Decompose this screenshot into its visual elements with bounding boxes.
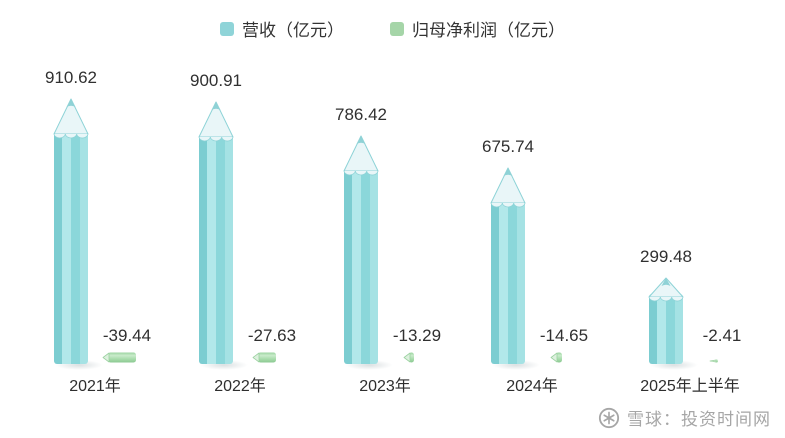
profit-bar	[403, 352, 415, 363]
profit-value-label: -13.29	[392, 326, 442, 345]
watermark-text: 雪球：投资时间网	[627, 410, 771, 429]
watermark: 雪球：投资时间网	[598, 405, 771, 430]
profit-bar	[550, 352, 563, 363]
profit-value-label: -39.44	[102, 326, 152, 345]
legend-label-profit: 归母净利润（亿元）	[412, 21, 565, 40]
bar-shadow	[55, 360, 103, 370]
x-axis-label: 2021年	[69, 378, 121, 395]
revenue-bar	[647, 277, 685, 365]
revenue-value-label: 299.48	[640, 247, 692, 266]
revenue-value-label: 675.74	[482, 137, 534, 156]
legend-marker-profit	[390, 21, 404, 36]
legend-marker-revenue	[220, 21, 234, 36]
legend: 营收（亿元） 归母净利润（亿元）	[0, 16, 785, 41]
revenue-bar	[197, 101, 235, 365]
x-axis-label: 2023年	[359, 378, 411, 395]
profit-value-label: -14.65	[539, 326, 589, 345]
revenue-value-label: 900.91	[190, 71, 242, 90]
bar-shadow	[492, 360, 540, 370]
xueqiu-logo-icon	[598, 407, 620, 428]
x-axis-label: 2024年	[506, 378, 558, 395]
profit-bar	[709, 359, 719, 363]
revenue-value-label: 786.42	[335, 105, 387, 124]
profit-bar	[102, 352, 137, 363]
legend-label-revenue: 营收（亿元）	[242, 21, 344, 40]
bar-shadow	[650, 360, 698, 370]
x-axis-label: 2022年	[214, 378, 266, 395]
profit-bar	[252, 352, 277, 363]
bar-shadow	[200, 360, 248, 370]
x-axis-label: 2025年上半年	[640, 378, 740, 395]
profit-value-label: -2.41	[702, 326, 742, 345]
revenue-bar	[52, 98, 90, 365]
revenue-bar	[342, 135, 380, 365]
bar-shadow	[345, 360, 393, 370]
profit-value-label: -27.63	[247, 326, 297, 345]
revenue-bar	[489, 167, 527, 365]
legend-item-revenue[interactable]: 营收（亿元）	[220, 16, 344, 41]
legend-item-profit[interactable]: 归母净利润（亿元）	[390, 16, 565, 41]
revenue-value-label: 910.62	[45, 68, 97, 87]
